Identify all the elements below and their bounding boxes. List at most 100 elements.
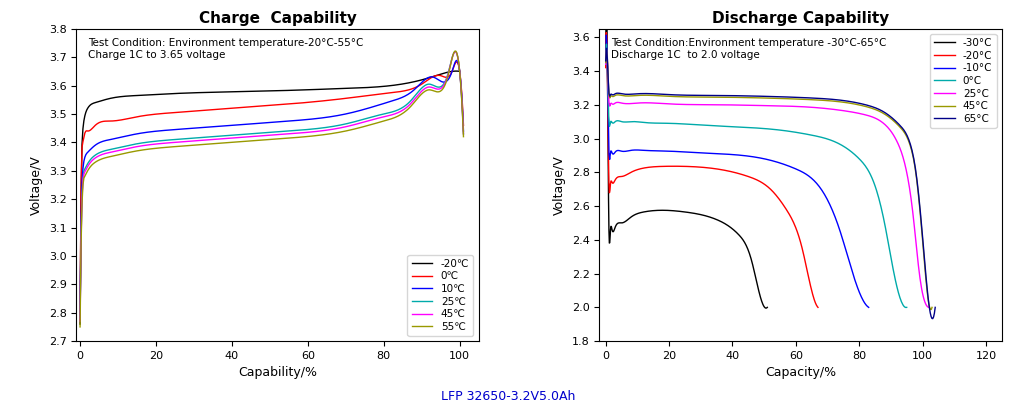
- Line: 65°C: 65°C: [606, 48, 936, 319]
- -20°C: [600, 65, 612, 70]
- 25°C: [803, 105, 816, 110]
- Line: 55℃: 55℃: [80, 51, 464, 327]
- 25℃: [199, 135, 212, 140]
- 0℃: [199, 108, 212, 113]
- -10°C: [766, 158, 778, 163]
- 45°C: [838, 100, 850, 105]
- 25°C: [600, 47, 612, 52]
- 25℃: [226, 133, 238, 138]
- Line: 0°C: 0°C: [606, 44, 907, 307]
- -20°C: [754, 179, 766, 184]
- Line: -30°C: -30°C: [606, 1, 767, 308]
- Line: -10°C: -10°C: [606, 35, 869, 307]
- -20℃: [454, 69, 466, 74]
- 45℃: [351, 122, 363, 127]
- -20℃: [120, 94, 132, 99]
- 45℃: [74, 319, 86, 324]
- -30°C: [717, 220, 729, 225]
- 65°C: [708, 93, 720, 98]
- -10°C: [705, 151, 717, 156]
- -20℃: [450, 69, 462, 74]
- 0℃: [120, 117, 132, 122]
- Text: Test Condition: Environment temperature-20°C-55°C
Charge 1C to 3.65 voltage: Test Condition: Environment temperature-…: [88, 38, 364, 60]
- 45°C: [925, 305, 938, 310]
- -20℃: [225, 89, 237, 94]
- 65°C: [840, 98, 852, 103]
- 55℃: [120, 150, 132, 155]
- 45°C: [729, 95, 741, 100]
- Title: Discharge Capability: Discharge Capability: [712, 11, 889, 26]
- 45℃: [353, 121, 365, 126]
- -10°C: [791, 167, 803, 172]
- 25℃: [353, 118, 365, 123]
- 25°C: [706, 102, 718, 107]
- Y-axis label: Voltage/V: Voltage/V: [553, 155, 566, 215]
- Line: 0℃: 0℃: [80, 62, 464, 319]
- Line: -20℃: -20℃: [80, 71, 460, 324]
- -20°C: [669, 164, 681, 169]
- 55℃: [450, 48, 462, 53]
- 45°C: [600, 60, 612, 65]
- 45°C: [600, 48, 612, 53]
- -30°C: [717, 220, 729, 225]
- 55℃: [353, 125, 365, 130]
- 55℃: [226, 140, 238, 145]
- 10℃: [226, 123, 238, 128]
- 45℃: [315, 128, 327, 133]
- 25℃: [351, 119, 363, 124]
- 55℃: [351, 126, 363, 131]
- Line: 10℃: 10℃: [80, 60, 464, 319]
- -30°C: [664, 208, 676, 213]
- Line: 45℃: 45℃: [80, 52, 464, 321]
- X-axis label: Capability/%: Capability/%: [238, 367, 317, 379]
- 25°C: [640, 100, 652, 105]
- 45℃: [458, 132, 470, 136]
- 10℃: [199, 125, 212, 130]
- 0°C: [790, 130, 802, 135]
- Title: Charge  Capability: Charge Capability: [198, 11, 356, 26]
- 65°C: [600, 58, 612, 63]
- 25℃: [315, 126, 327, 131]
- -20℃: [313, 87, 325, 92]
- 0°C: [720, 124, 732, 129]
- -20℃: [74, 322, 86, 327]
- -10°C: [685, 150, 698, 155]
- 25℃: [448, 49, 461, 54]
- -20℃: [350, 85, 362, 90]
- -10°C: [600, 32, 612, 37]
- -10°C: [632, 148, 644, 152]
- 10℃: [353, 109, 365, 113]
- -20°C: [733, 171, 745, 176]
- -20°C: [600, 30, 612, 35]
- 65°C: [600, 46, 612, 51]
- -20℃: [348, 85, 360, 90]
- 10℃: [458, 129, 470, 134]
- 0℃: [351, 95, 363, 99]
- 10℃: [351, 109, 363, 114]
- -20°C: [684, 164, 697, 169]
- 10℃: [120, 134, 132, 139]
- -30°C: [600, 0, 612, 3]
- 65°C: [807, 96, 820, 101]
- -10°C: [862, 305, 875, 310]
- 45℃: [448, 49, 461, 54]
- 0℃: [458, 123, 470, 128]
- -10°C: [600, 62, 612, 67]
- 25℃: [74, 316, 86, 321]
- -20°C: [755, 179, 767, 184]
- 25℃: [458, 132, 470, 136]
- 45°C: [925, 307, 938, 312]
- 0°C: [600, 62, 612, 67]
- 0°C: [699, 123, 711, 128]
- 25℃: [120, 143, 132, 148]
- 65°C: [926, 316, 939, 321]
- 65°C: [838, 98, 850, 103]
- 0°C: [818, 136, 830, 141]
- -30°C: [702, 214, 714, 219]
- 45℃: [199, 138, 212, 143]
- Line: 45°C: 45°C: [606, 50, 932, 309]
- 25°C: [835, 108, 847, 113]
- -20°C: [625, 169, 638, 174]
- 45°C: [640, 93, 652, 98]
- 10℃: [451, 58, 463, 63]
